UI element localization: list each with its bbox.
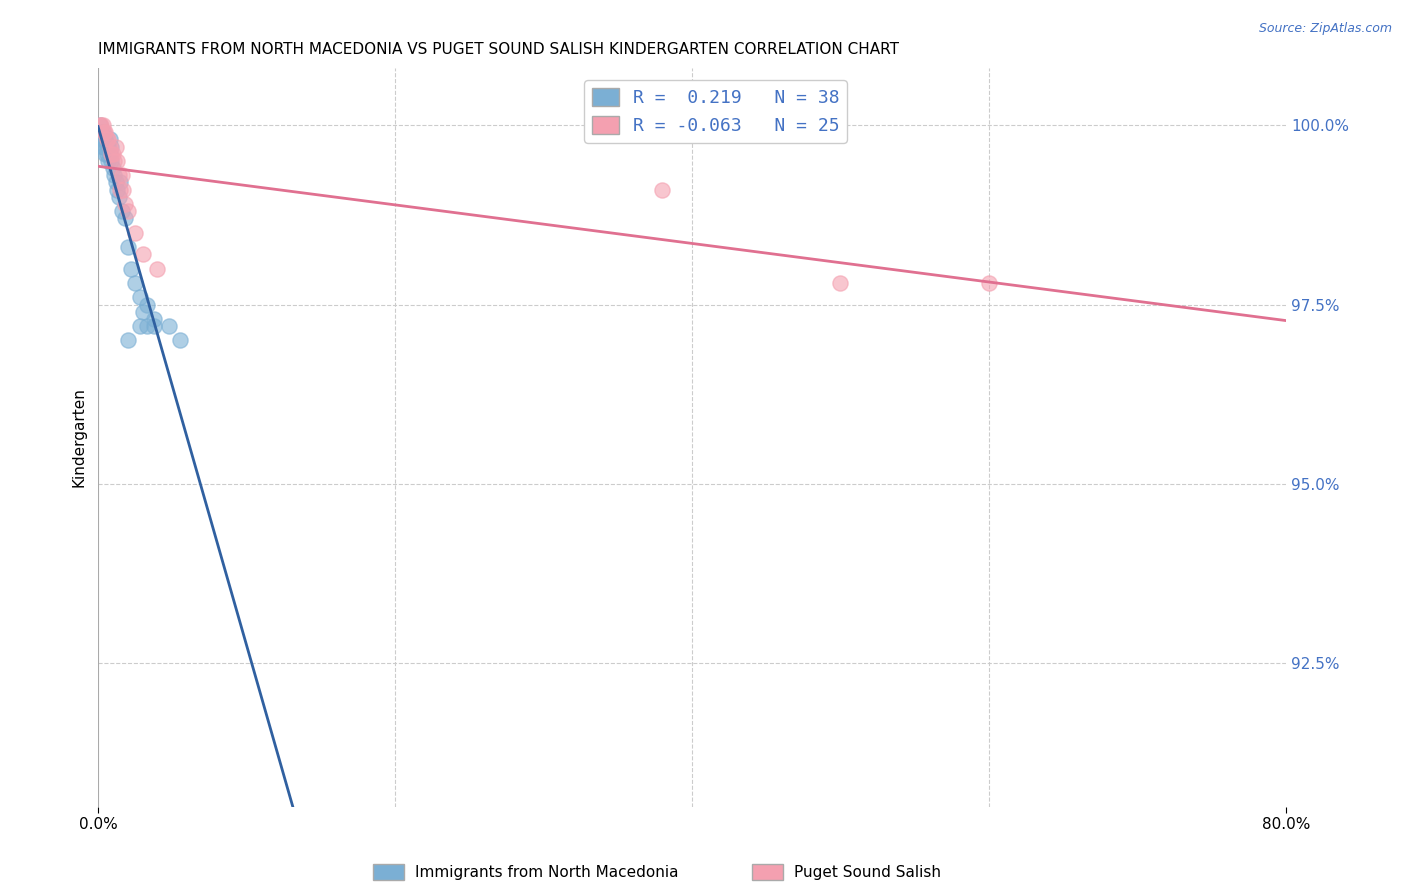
Point xyxy=(96,139,118,153)
Point xyxy=(131,247,153,261)
Point xyxy=(94,132,117,146)
Point xyxy=(91,139,114,153)
Point xyxy=(112,183,135,197)
Y-axis label: Kindergarten: Kindergarten xyxy=(72,387,86,487)
Point xyxy=(111,169,134,183)
Point xyxy=(108,190,131,204)
Point xyxy=(103,153,125,168)
Point xyxy=(830,276,852,290)
Point xyxy=(104,139,127,153)
Point xyxy=(100,153,122,168)
Point xyxy=(977,276,1000,290)
Point xyxy=(96,146,118,161)
Point xyxy=(117,204,139,219)
Point xyxy=(124,276,146,290)
Point xyxy=(108,169,131,183)
Point xyxy=(117,240,139,254)
Point xyxy=(100,146,122,161)
Point xyxy=(91,125,114,139)
Point xyxy=(143,311,166,326)
Point xyxy=(110,183,132,197)
Point xyxy=(89,118,111,132)
Point xyxy=(89,118,111,132)
Point xyxy=(114,211,136,226)
Point xyxy=(98,132,121,146)
Text: Puget Sound Salish: Puget Sound Salish xyxy=(794,865,942,880)
Point xyxy=(114,197,136,211)
Point xyxy=(131,304,153,318)
Point xyxy=(100,139,122,153)
Point xyxy=(105,153,128,168)
Point xyxy=(90,125,112,139)
Point xyxy=(98,146,121,161)
Point xyxy=(97,132,120,146)
Text: Source: ZipAtlas.com: Source: ZipAtlas.com xyxy=(1258,22,1392,36)
Point xyxy=(94,146,117,161)
Point xyxy=(94,125,117,139)
Text: IMMIGRANTS FROM NORTH MACEDONIA VS PUGET SOUND SALISH KINDERGARTEN CORRELATION C: IMMIGRANTS FROM NORTH MACEDONIA VS PUGET… xyxy=(98,42,898,57)
Point xyxy=(651,183,673,197)
Text: Immigrants from North Macedonia: Immigrants from North Macedonia xyxy=(415,865,678,880)
Point xyxy=(136,319,159,334)
Point xyxy=(146,261,169,276)
Point xyxy=(97,153,120,168)
Point xyxy=(117,334,139,348)
Point xyxy=(120,261,142,276)
Point xyxy=(111,204,134,219)
Point xyxy=(91,118,114,132)
Point xyxy=(128,290,150,304)
Point xyxy=(136,297,159,311)
Point xyxy=(101,161,124,175)
Point xyxy=(105,183,128,197)
Point xyxy=(90,118,112,132)
Point xyxy=(103,169,125,183)
Point xyxy=(93,132,115,146)
Point xyxy=(90,132,112,146)
Point xyxy=(93,139,115,153)
Point xyxy=(93,125,115,139)
Point xyxy=(124,226,146,240)
Point xyxy=(104,176,127,190)
Point xyxy=(96,132,118,146)
Point xyxy=(110,176,132,190)
Legend: R =  0.219   N = 38, R = -0.063   N = 25: R = 0.219 N = 38, R = -0.063 N = 25 xyxy=(585,80,846,143)
Point xyxy=(101,146,124,161)
Point xyxy=(169,334,191,348)
Point xyxy=(128,319,150,334)
Point xyxy=(97,139,120,153)
Point xyxy=(98,139,121,153)
Point xyxy=(143,319,166,334)
Point xyxy=(157,319,180,334)
